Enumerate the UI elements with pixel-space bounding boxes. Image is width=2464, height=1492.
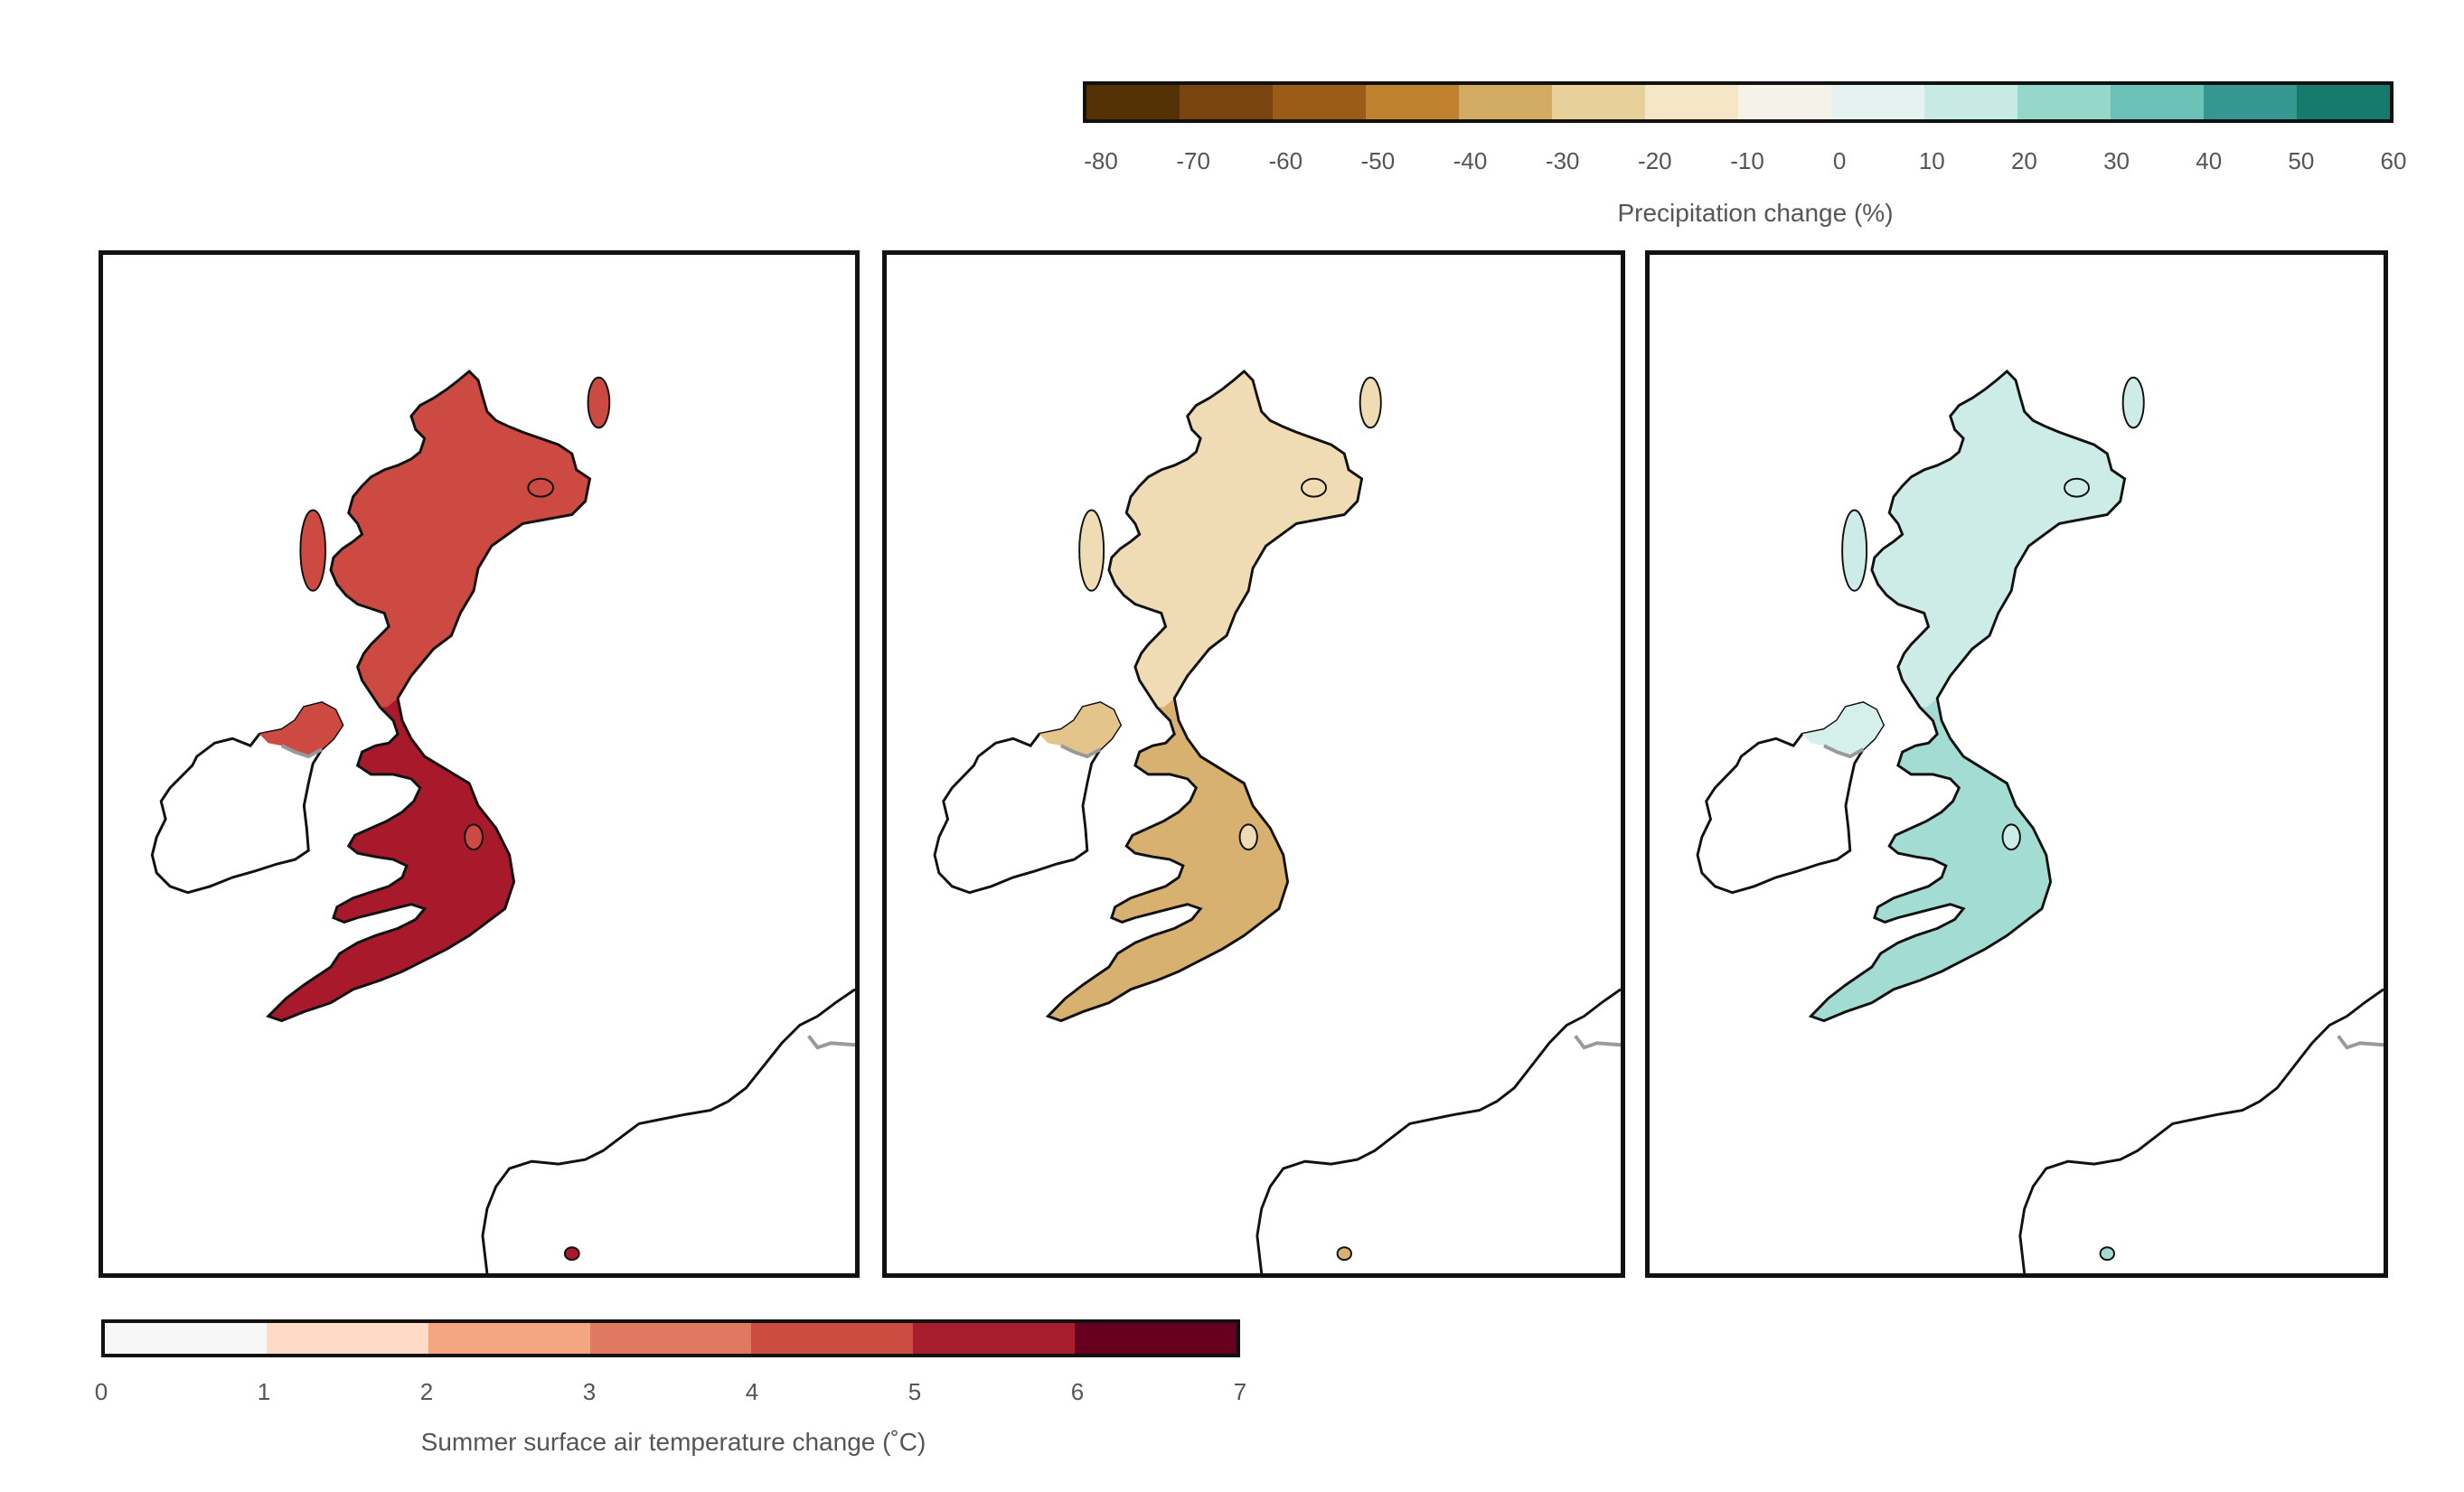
border-line	[1060, 744, 1102, 759]
precipitation-colorbar	[1083, 81, 2393, 123]
colorbar-tick-label: 60	[2380, 147, 2407, 174]
precipitation-colorbar-label: Precipitation change (%)	[1617, 199, 1894, 227]
border-line	[1823, 744, 1865, 759]
colorbar-swatch	[1831, 85, 1924, 119]
colorbar-tick-label: -30	[1545, 147, 1580, 174]
colorbar-tick-label: 20	[2010, 147, 2037, 174]
france-border-line	[1574, 1035, 1621, 1050]
shetland-island	[1359, 376, 1382, 429]
colorbar-tick-label: 10	[1918, 147, 1945, 174]
colorbar-tick-label: -60	[1268, 147, 1303, 174]
colorbar-tick-label: -10	[1730, 147, 1764, 174]
colorbar-tick-label: 3	[582, 1378, 597, 1405]
colorbar-swatch	[1738, 85, 1831, 119]
france-coastline	[1256, 988, 1621, 1273]
colorbar-swatch	[1366, 85, 1459, 119]
colorbar-swatch	[1459, 85, 1552, 119]
colorbar-tick-label: 6	[1070, 1378, 1085, 1405]
great-britain-coastline	[1808, 369, 2127, 1023]
isle-of-man	[1238, 823, 1258, 851]
colorbar-tick-label: -70	[1176, 147, 1210, 174]
map-panel-precipitation-wet	[1645, 250, 2388, 1278]
colorbar-swatch	[2297, 85, 2390, 119]
orkney-island	[1301, 477, 1328, 498]
colorbar-swatch	[1552, 85, 1645, 119]
scotland-north-region	[1871, 371, 2125, 708]
france-coastline	[2018, 988, 2384, 1273]
colorbar-swatch	[751, 1323, 914, 1354]
northern-ireland-region	[1801, 702, 1884, 757]
colorbar-swatch	[1086, 85, 1180, 119]
colorbar-swatch	[2017, 85, 2111, 119]
france-border-line	[2337, 1035, 2384, 1050]
colorbar-tick-label: 30	[2103, 147, 2130, 174]
orkney-island	[527, 477, 555, 498]
colorbar-swatch	[105, 1323, 267, 1354]
map-panel-precipitation-dry	[882, 250, 1625, 1278]
colorbar-tick-label: 0	[1832, 147, 1847, 174]
france-border-line	[807, 1035, 855, 1050]
northern-ireland-region	[259, 702, 343, 757]
colorbar-tick-label: -20	[1638, 147, 1672, 174]
border-line	[280, 744, 324, 759]
colorbar-swatch	[1924, 85, 2017, 119]
channel-island	[2099, 1246, 2115, 1262]
precipitation-dry-map	[933, 369, 1621, 1273]
colorbar-tick-label: 50	[2288, 147, 2315, 174]
hebrides-island	[299, 509, 327, 592]
colorbar-tick-label: 1	[257, 1378, 271, 1405]
isle-of-man	[2001, 823, 2021, 851]
northern-ireland-region	[1039, 702, 1121, 757]
great-britain-coastline	[1045, 369, 1364, 1023]
scotland-north-region	[330, 371, 590, 708]
colorbar-swatch	[589, 1323, 752, 1354]
colorbar-swatch	[1273, 85, 1366, 119]
temperature-colorbar-label: Summer surface air temperature change (˚…	[420, 1428, 926, 1456]
channel-island	[1336, 1246, 1352, 1262]
temperature-colorbar-ticks: 0 1 2 3 4 5 6 7	[95, 1378, 1246, 1414]
colorbar-swatch	[2204, 85, 2297, 119]
colorbar-tick-label: 4	[745, 1378, 759, 1405]
hebrides-island	[1841, 509, 1868, 592]
scotland-north-region	[1108, 371, 1362, 708]
colorbar-swatch	[266, 1323, 428, 1354]
colorbar-tick-label: 7	[1233, 1378, 1247, 1405]
colorbar-swatch	[913, 1323, 1076, 1354]
orkney-island	[2064, 477, 2091, 498]
hebrides-island	[1078, 509, 1105, 592]
colorbar-swatch	[428, 1323, 590, 1354]
temperature-colorbar	[101, 1319, 1240, 1357]
shetland-island	[2121, 376, 2145, 429]
colorbar-swatch	[2111, 85, 2204, 119]
shetland-island	[587, 376, 611, 429]
colorbar-swatch	[1645, 85, 1738, 119]
precipitation-wet-map	[1696, 369, 2384, 1273]
france-coastline	[481, 988, 855, 1273]
colorbar-tick-label: 5	[908, 1378, 922, 1405]
map-panel-temperature	[99, 250, 860, 1278]
colorbar-tick-label: -40	[1453, 147, 1488, 174]
colorbar-tick-label: 2	[419, 1378, 434, 1405]
temperature-map	[150, 369, 855, 1273]
colorbar-tick-label: 40	[2196, 147, 2223, 174]
colorbar-swatch	[1180, 85, 1273, 119]
great-britain-coastline	[266, 369, 592, 1023]
colorbar-tick-label: -80	[1084, 147, 1118, 174]
colorbar-tick-label: -50	[1360, 147, 1396, 174]
channel-island	[563, 1246, 580, 1262]
colorbar-tick-label: 0	[94, 1378, 108, 1405]
isle-of-man	[464, 823, 484, 851]
precipitation-colorbar-ticks: -80 -70 -60 -50 -40 -30 -20 -10 0 10 20 30 40 50 60	[1084, 147, 2406, 183]
colorbar-swatch	[1075, 1323, 1237, 1354]
